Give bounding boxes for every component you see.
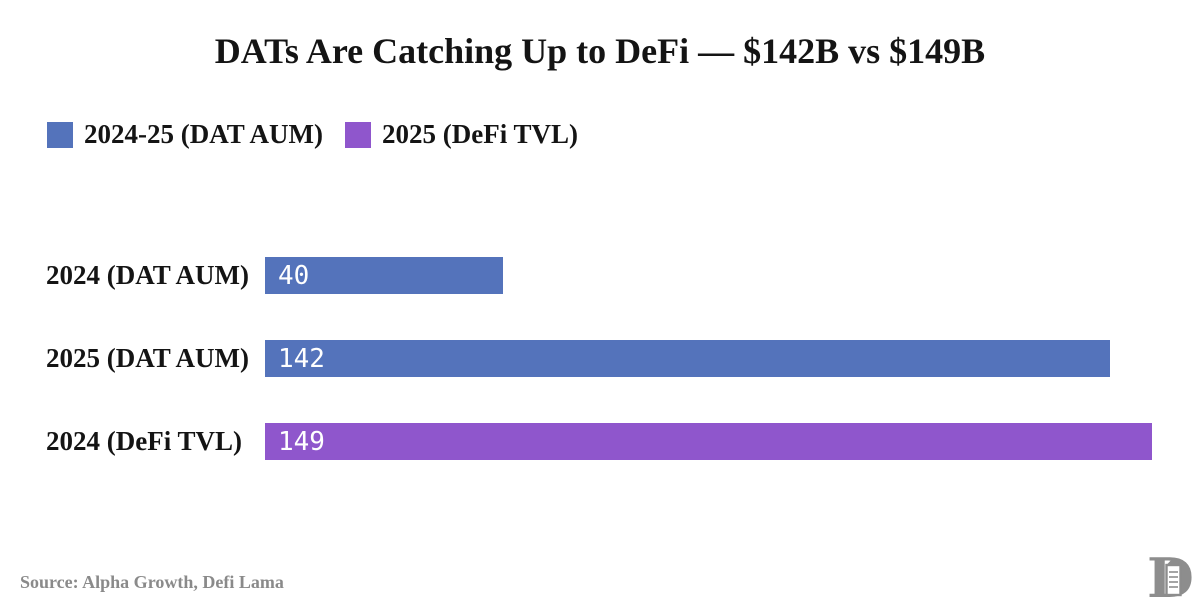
bar-track: 149 [265, 423, 1158, 460]
bar-2024-defi-tvl: 149 [265, 423, 1153, 460]
legend-item-defi-tvl: 2025 (DeFi TVL) [344, 119, 578, 150]
bar-row-2025-dat-aum: 2025 (DAT AUM) 142 [0, 340, 1200, 377]
category-label: 2024 (DeFi TVL) [46, 426, 242, 456]
bar-value-label: 40 [278, 260, 310, 291]
legend-label-defi-tvl: 2025 (DeFi TVL) [381, 119, 578, 149]
legend-label-dat-aum: 2024-25 (DAT AUM) [84, 119, 323, 149]
bar-2024-dat-aum: 40 [265, 257, 504, 294]
legend-swatch-blue-icon [47, 121, 73, 148]
chart-title: DATs Are Catching Up to DeFi — $142B vs … [214, 31, 986, 71]
bar-2025-dat-aum: 142 [265, 340, 1111, 377]
source-note: Source: Alpha Growth, Defi Lama [20, 572, 284, 592]
category-label: 2024 (DAT AUM) [46, 260, 249, 290]
legend-swatch-purple-icon [344, 121, 371, 148]
bar-row-2024-dat-aum: 2024 (DAT AUM) 40 [0, 257, 1200, 294]
bar-track: 142 [265, 340, 1158, 377]
bar-track: 40 [265, 257, 1158, 294]
legend-item-dat-aum: 2024-25 (DAT AUM) [47, 119, 323, 150]
bar-value-label: 142 [278, 343, 325, 374]
bar-value-label: 149 [278, 426, 325, 457]
publisher-monogram-d-icon: D [1147, 548, 1192, 605]
category-label: 2025 (DAT AUM) [46, 343, 249, 373]
legend: 2024-25 (DAT AUM) 2025 (DeFi TVL) [47, 119, 578, 150]
bar-chart: 2024 (DAT AUM) 40 2025 (DAT AUM) 142 202… [0, 257, 1200, 506]
bar-row-2024-defi-tvl: 2024 (DeFi TVL) 149 [0, 423, 1200, 460]
